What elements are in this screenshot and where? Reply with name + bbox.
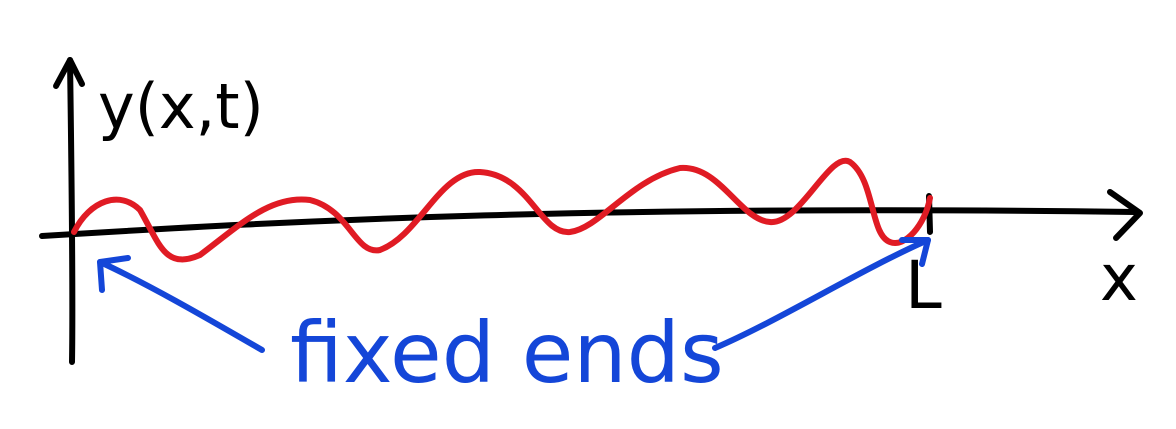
right-annotation-arrowhead — [899, 237, 931, 267]
x-axis-label: x — [1100, 242, 1138, 316]
left-annotation-arrow — [97, 259, 265, 353]
y-axis-label: y(x,t) — [98, 70, 264, 143]
right-annotation-arrow — [712, 237, 931, 351]
x-axis-arrowhead — [1107, 189, 1143, 241]
y-axis-line — [67, 57, 76, 365]
wave-curve — [71, 157, 933, 263]
l-label: L — [905, 247, 942, 324]
x-axis-line — [39, 207, 1138, 239]
y-axis-arrowhead — [53, 57, 85, 89]
left-annotation-arrowhead — [97, 255, 131, 293]
fixed-ends-label: fixed ends — [290, 304, 724, 402]
